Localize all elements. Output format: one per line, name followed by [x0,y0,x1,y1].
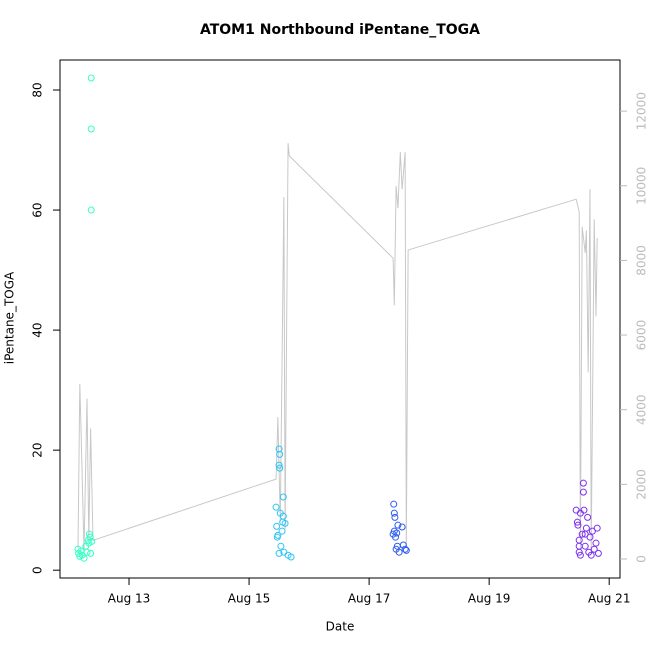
y-tick-label: 40 [31,322,45,337]
point [87,549,95,557]
x-tick-label: Aug 21 [588,592,631,606]
point [578,530,586,538]
point [80,554,88,562]
point [586,533,594,541]
point [399,541,407,549]
x-tick-label: Aug 13 [108,592,151,606]
y2-tick-label: 0 [635,555,649,563]
y2-tick-label: 12000 [635,92,649,130]
point [587,551,595,559]
point [88,537,96,545]
point [584,513,592,521]
point [274,531,282,539]
point [85,530,93,538]
point [401,545,409,553]
point [277,542,285,550]
point [581,530,589,538]
point [275,549,283,557]
point [390,527,398,535]
y-tick-label: 80 [31,82,45,97]
line [77,143,598,552]
point [390,509,398,517]
point [573,518,581,526]
point [394,521,402,529]
plot-frame [59,59,621,579]
point [579,488,587,496]
x-tick-label: Aug 19 [468,592,511,606]
point [575,536,583,544]
point [287,553,295,561]
y2-tick-label: 2000 [635,469,649,500]
point [395,548,403,556]
point [572,506,580,514]
point [575,542,583,550]
x-axis-label: Date [326,620,355,634]
point [281,519,289,527]
y2-tick-label: 8000 [635,245,649,276]
point [391,513,399,521]
point [279,512,287,520]
point [278,527,286,535]
point [275,445,283,453]
point [87,74,95,82]
y2-tick-label: 10000 [635,167,649,205]
point [593,524,601,532]
point [87,125,95,133]
point [574,521,582,529]
point [594,549,602,557]
point [588,527,596,535]
point [390,500,398,508]
point [83,548,91,556]
y2-tick-label: 4000 [635,394,649,425]
point [581,542,589,550]
y-tick-label: 20 [31,443,45,458]
point [592,539,600,547]
point [579,479,587,487]
point [582,524,590,532]
point [398,523,406,531]
y2-tick-label: 6000 [635,320,649,351]
point [576,551,584,559]
point [276,450,284,458]
y-tick-label: 0 [31,566,45,574]
point [402,546,410,554]
point [590,545,598,553]
y-axis-label: iPentane_TOGA [3,271,17,364]
x-tick-label: Aug 17 [348,592,391,606]
point [580,506,588,514]
x-tick-label: Aug 15 [228,592,271,606]
point [276,464,284,472]
point [87,206,95,214]
point [275,461,283,469]
chart-title: ATOM1 Northbound iPentane_TOGA [200,22,480,38]
point [273,522,281,530]
point [279,493,287,501]
point [272,503,280,511]
y-tick-label: 60 [31,202,45,217]
point [86,533,94,541]
